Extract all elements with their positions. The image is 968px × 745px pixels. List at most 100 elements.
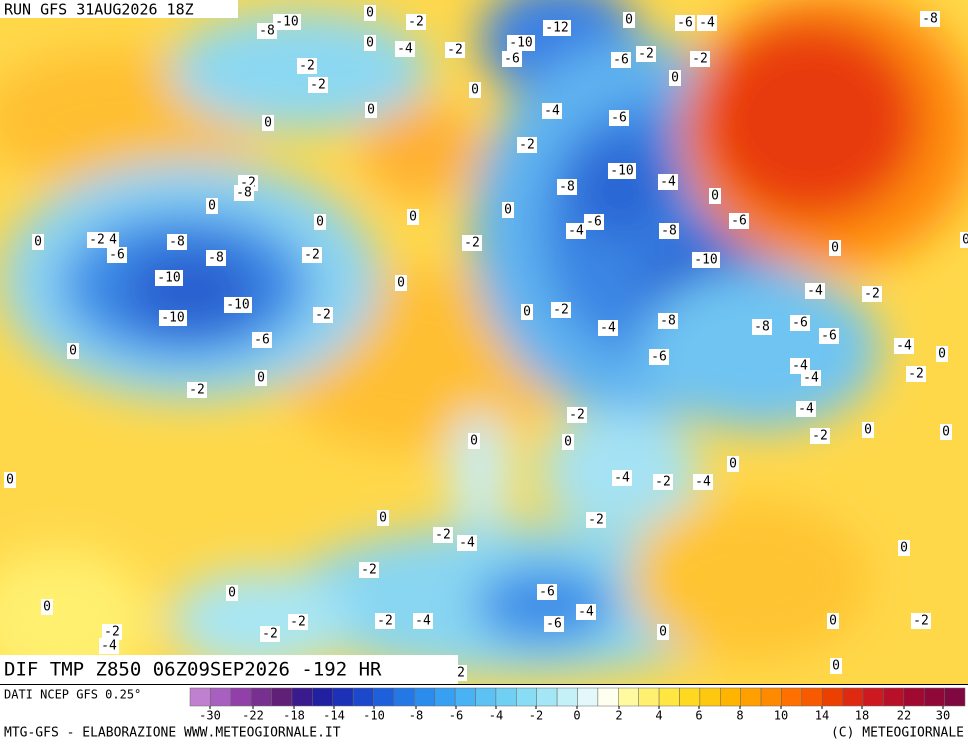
colorbar-swatch <box>332 687 354 707</box>
contour-label-box <box>407 209 419 225</box>
contour-label-box <box>697 15 717 31</box>
contour-label: -2 <box>464 236 480 251</box>
contour-label: -2 <box>553 303 569 318</box>
contour-label-box <box>819 328 839 344</box>
contour-label: -2 <box>447 43 463 58</box>
run-label: RUN GFS 31AUG2026 18Z <box>4 1 194 19</box>
contour-label: -6 <box>109 248 125 263</box>
contour-label: -8 <box>259 24 275 39</box>
contour-label-box <box>4 472 16 488</box>
colorbar-swatch <box>373 687 395 707</box>
colorbar-swatch <box>658 687 680 707</box>
contour-label: 0 <box>316 215 324 230</box>
contour-label: -4 <box>544 104 560 119</box>
contour-label-box <box>234 185 254 201</box>
contour-label-box <box>657 624 669 640</box>
contour-label-box <box>544 616 564 632</box>
run-box <box>0 0 238 18</box>
colorbar-swatch <box>312 687 334 707</box>
colorbar-swatch <box>393 687 415 707</box>
contour-label-box <box>107 247 127 263</box>
contour-label: -2 <box>638 47 654 62</box>
contour-label-box <box>542 103 562 119</box>
contour-label-box <box>313 307 333 323</box>
colorbar-swatch <box>352 687 374 707</box>
contour-label: -2 <box>692 52 708 67</box>
contour-label: -2 <box>361 563 377 578</box>
contour-label: -2 <box>435 528 451 543</box>
contour-label: -8 <box>169 235 185 250</box>
contour-label-box <box>906 366 926 382</box>
colorbar-swatch <box>679 687 701 707</box>
colorbar-tick-label: -8 <box>409 709 423 723</box>
contour-label-box <box>790 315 810 331</box>
contour-label-box <box>562 434 574 450</box>
contour-label-box <box>566 223 586 239</box>
contour-label: -8 <box>754 320 770 335</box>
contour-label-box <box>206 250 226 266</box>
colorbar-tick-label: -10 <box>363 709 385 723</box>
contour-label-box <box>658 313 678 329</box>
contour-label-box <box>911 613 931 629</box>
contour-labels: -10-80-2-4 -2 -10-12-60 -6 -4-2-60-2-8-2-200… <box>4 5 968 681</box>
colorbar-tick-label: -14 <box>323 709 345 723</box>
contour-label-box <box>649 349 669 365</box>
contour-label-box <box>308 77 328 93</box>
contour-label-box <box>727 456 739 472</box>
contour-label: 0 <box>366 36 374 51</box>
colorbar-swatch <box>638 687 660 707</box>
contour-label-box <box>395 41 415 57</box>
contour-label-box <box>107 232 119 248</box>
contour-label: -2 <box>519 138 535 153</box>
contour-label: 0 <box>659 625 667 640</box>
colorbar-swatch <box>577 687 599 707</box>
contour-label-box <box>255 370 267 386</box>
contour-label-box <box>693 474 713 490</box>
contour-label-box <box>653 474 673 490</box>
contour-label-box <box>960 232 968 248</box>
contour-label: 4 <box>109 233 117 248</box>
contour-label-box <box>273 14 301 30</box>
contour-label: -4 <box>568 224 584 239</box>
colorbar-swatch <box>516 687 537 707</box>
colorbar-swatch <box>250 687 272 707</box>
contour-label-box <box>406 14 426 30</box>
colorbar-tick-label: 2 <box>615 709 622 723</box>
contour-label: -6 <box>586 215 602 230</box>
colorbar-swatch <box>944 687 966 707</box>
contour-label: -4 <box>695 475 711 490</box>
contour-label: 0 <box>471 83 479 98</box>
contour-label-box <box>920 11 940 27</box>
contour-label: -2 <box>290 615 306 630</box>
colorbar-swatch <box>821 687 843 707</box>
contour-label: 0 <box>942 425 950 440</box>
contour-label-box <box>507 35 535 51</box>
contour-label-box <box>462 235 482 251</box>
contour-label-box <box>557 179 577 195</box>
source-label: DATI NCEP GFS 0.25° <box>4 688 141 702</box>
contour-label: -12 <box>545 21 568 36</box>
contour-label: -8 <box>922 12 938 27</box>
colorbar-swatch <box>740 687 762 707</box>
contour-label: -4 <box>578 605 594 620</box>
contour-label: 0 <box>671 71 679 86</box>
contour-label-box <box>155 270 183 286</box>
contour-label: 0 <box>208 199 216 214</box>
contour-label: -2 <box>304 248 320 263</box>
contour-label: -2 <box>908 367 924 382</box>
colorbar-tick-label: -4 <box>489 709 503 723</box>
temperature-field <box>0 0 968 684</box>
contour-label-box <box>940 424 952 440</box>
colorbar-swatch <box>536 687 558 707</box>
contour-label-box <box>224 297 252 313</box>
contour-label-box <box>364 35 376 51</box>
contour-label: -6 <box>677 16 693 31</box>
contour-label-box <box>445 42 465 58</box>
contour-label: 0 <box>470 434 478 449</box>
contour-label: 0 <box>729 457 737 472</box>
contour-label: -6 <box>254 333 270 348</box>
colorbar-tick-label: 8 <box>736 709 743 723</box>
contour-label-box <box>801 370 821 386</box>
contour-label-box <box>894 338 914 354</box>
